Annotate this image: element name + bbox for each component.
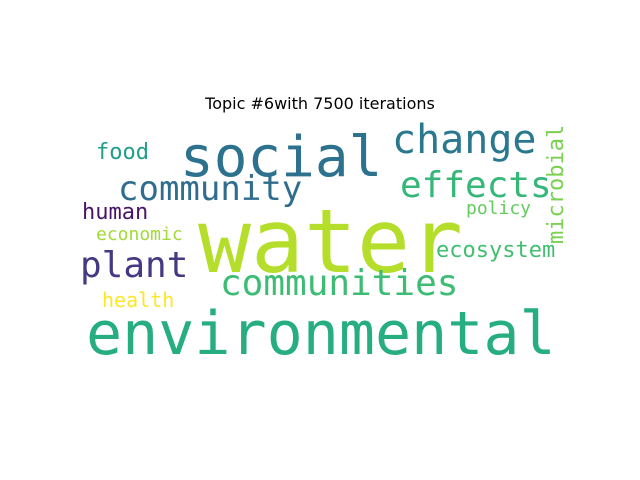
chart-title: Topic #6with 7500 iterations: [205, 94, 435, 113]
word-economic: economic: [96, 224, 183, 245]
word-plant: plant: [80, 245, 189, 286]
word-environmental: environmental: [86, 299, 556, 369]
word-ecosystem: ecosystem: [436, 238, 556, 263]
word-social: social: [180, 125, 383, 190]
word-water: water: [198, 190, 463, 293]
word-health: health: [102, 288, 175, 312]
word-change: change: [392, 117, 537, 163]
word-human: human: [82, 200, 149, 225]
word-communities: communities: [220, 263, 459, 304]
word-community: community: [118, 169, 303, 209]
word-policy: policy: [466, 198, 532, 219]
word-microbial: microbial: [544, 124, 569, 244]
word-food: food: [96, 140, 149, 165]
word-effects: effects: [400, 165, 552, 206]
word-cloud: water environmental social change commun…: [80, 120, 576, 368]
